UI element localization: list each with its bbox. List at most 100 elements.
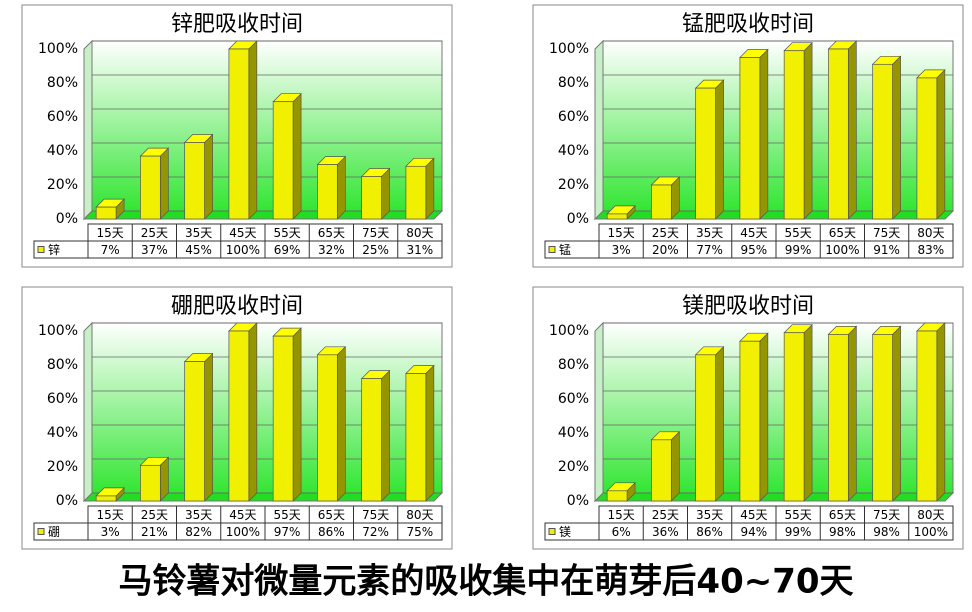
bar-side [292,327,302,502]
x-tick-label: 35天 [185,508,212,522]
bar-side [847,40,857,220]
bar [184,361,205,502]
chart-title: 锰肥吸收时间 [682,12,814,37]
bar [184,142,205,220]
side-wall [594,39,604,221]
bar [695,354,716,502]
bar-side [381,167,390,220]
x-tick-label: 45天 [740,226,767,240]
data-label: 3% [612,243,631,257]
data-label: 25% [362,243,389,257]
y-tick-label: 20% [47,177,78,193]
data-label: 82% [185,525,212,539]
bar-side [759,332,769,502]
y-tick-label: 0% [567,211,589,227]
x-tick-label: 45天 [229,508,256,522]
data-label: 7% [101,243,120,257]
bar [317,164,338,220]
bar [606,490,628,502]
bar [872,334,893,502]
bar [739,57,761,220]
legend-swatch [37,528,45,535]
data-label: 69% [274,243,301,257]
data-label: 100% [914,525,948,539]
legend-swatch [37,246,45,253]
data-label: 21% [141,525,168,539]
x-tick-label: 75天 [873,508,900,522]
y-tick-label: 60% [558,391,589,407]
x-tick-label: 80天 [406,508,433,522]
legend-label: 锰 [559,242,571,257]
y-tick-label: 80% [47,75,78,91]
y-tick-label: 100% [549,323,589,339]
y-tick-label: 20% [47,459,78,475]
data-label: 6% [612,525,631,539]
bar-side [670,430,680,502]
bar-side [204,133,213,220]
bar [606,213,628,220]
data-label: 98% [873,525,900,539]
x-tick-label: 25天 [141,226,168,240]
bar [783,332,805,502]
x-tick-label: 45天 [229,226,256,240]
data-label: 83% [918,243,945,257]
bar [228,330,250,502]
y-tick-label: 0% [56,211,78,227]
bar [140,155,161,220]
bar [272,101,294,220]
bar-side [425,157,435,220]
y-tick-label: 0% [567,493,589,509]
bar-side [248,40,258,220]
data-label: 20% [652,243,679,257]
x-tick-label: 25天 [141,508,168,522]
x-tick-label: 55天 [784,508,811,522]
data-label: 86% [696,525,723,539]
bar-side [381,369,390,502]
data-label: 45% [185,243,212,257]
bar [828,48,849,220]
bar-side [715,345,724,502]
bar-side [847,325,857,502]
bar-side [336,345,346,502]
data-label: 36% [652,525,679,539]
data-label: 97% [274,525,301,539]
bar [228,48,250,220]
bar-side [715,79,724,220]
x-tick-label: 55天 [784,226,811,240]
bar-side [803,323,813,502]
data-label: 72% [362,525,389,539]
bar [272,335,294,502]
data-label: 75% [407,525,434,539]
x-tick-label: 35天 [696,226,723,240]
data-label: 95% [741,243,768,257]
y-tick-label: 0% [56,493,78,509]
data-label: 32% [318,243,345,257]
bar [405,373,427,502]
x-tick-label: 25天 [652,508,679,522]
x-tick-label: 80天 [917,226,944,240]
bar [651,439,672,502]
y-tick-label: 40% [558,143,589,159]
x-tick-label: 15天 [607,508,634,522]
chart-title: 硼肥吸收时间 [171,294,303,319]
x-tick-label: 35天 [696,508,723,522]
x-tick-label: 65天 [829,508,856,522]
bar [317,354,338,502]
bar-side [936,69,946,220]
bar-side [159,147,169,220]
bar [872,63,893,220]
x-tick-label: 75天 [362,226,389,240]
bar [95,495,117,502]
y-tick-label: 60% [47,391,78,407]
data-label: 3% [101,525,120,539]
bar-side [892,325,901,502]
x-tick-label: 45天 [740,508,767,522]
y-tick-label: 20% [558,459,589,475]
bar-side [292,92,302,220]
bar [140,464,161,502]
x-tick-label: 75天 [873,226,900,240]
bar [651,184,672,220]
side-wall [83,321,93,503]
bar [695,87,716,220]
